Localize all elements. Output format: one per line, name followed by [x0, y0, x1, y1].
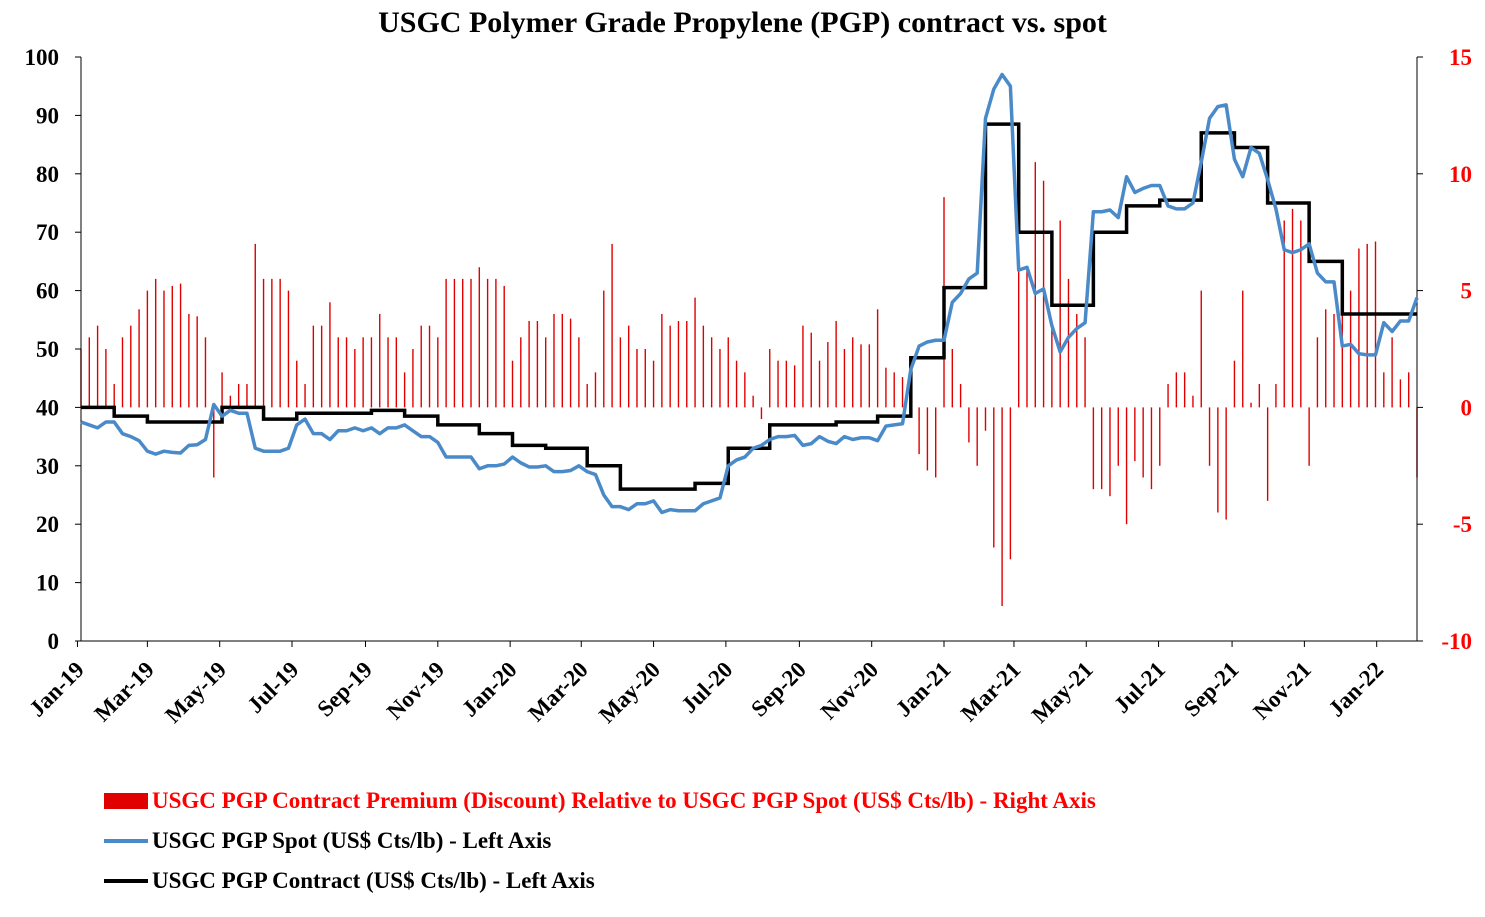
legend-label-premium: USGC PGP Contract Premium (Discount) Rel…	[152, 788, 1096, 813]
left-axis-tick-label: 100	[25, 45, 60, 70]
x-axis-tick-label: Nov-21	[1249, 657, 1316, 724]
legend-swatch-contract	[104, 879, 148, 883]
right-axis-tick-label: -10	[1441, 629, 1472, 654]
x-axis-tick-label: Jan-20	[457, 657, 522, 722]
left-axis-tick-label: 50	[36, 337, 59, 362]
left-axis-tick-label: 40	[36, 395, 59, 420]
legend-item-premium: USGC PGP Contract Premium (Discount) Rel…	[104, 784, 1096, 818]
legend-label-spot: USGC PGP Spot (US$ Cts/lb) - Left Axis	[152, 828, 552, 853]
legend-item-spot: USGC PGP Spot (US$ Cts/lb) - Left Axis	[104, 824, 551, 858]
right-axis-tick-label: 10	[1449, 162, 1472, 187]
x-axis-tick-label: Mar-20	[523, 657, 592, 726]
contract-series	[81, 122, 1417, 491]
x-axis-tick-label: Mar-19	[89, 657, 158, 726]
x-axis-tick-label: Sep-19	[312, 657, 377, 722]
left-axis-tick-label: 80	[36, 162, 59, 187]
x-axis-tick-label: Sep-20	[746, 657, 811, 722]
x-axis-tick-label: Jan-19	[24, 657, 89, 722]
contract-line	[81, 122, 1417, 491]
x-axis-tick-label: Jul-19	[242, 657, 303, 718]
right-axis-tick-label: 0	[1461, 395, 1473, 420]
x-axis-tick-label: Nov-20	[816, 657, 883, 724]
left-axis-tick-label: 0	[48, 629, 60, 654]
spot-line	[80, 72, 1419, 515]
left-axis-tick-label: 10	[36, 571, 59, 596]
legend-swatch-spot	[104, 839, 148, 843]
x-axis-tick-label: Jul-21	[1109, 657, 1170, 718]
chart-title: USGC Polymer Grade Propylene (PGP) contr…	[378, 6, 1107, 39]
x-axis-tick-label: Jan-21	[891, 657, 956, 722]
premium-bars	[80, 162, 1418, 606]
x-axis-tick-label: Jan-22	[1324, 657, 1389, 722]
left-axis-tick-label: 20	[36, 512, 59, 537]
spot-series	[80, 72, 1419, 515]
x-axis-tick-label: Mar-21	[956, 657, 1025, 726]
right-axis-tick-label: -5	[1453, 512, 1472, 537]
legend-label-contract: USGC PGP Contract (US$ Cts/lb) - Left Ax…	[152, 868, 595, 893]
legend-item-contract: USGC PGP Contract (US$ Cts/lb) - Left Ax…	[104, 864, 595, 898]
right-axis-tick-label: 5	[1461, 279, 1473, 304]
legend-swatch-premium	[104, 793, 148, 809]
axes	[75, 56, 1423, 647]
right-axis-tick-label: 15	[1449, 45, 1472, 70]
left-axis-tick-label: 70	[36, 220, 59, 245]
x-axis-tick-label: May-21	[1027, 657, 1098, 728]
x-axis-tick-label: Nov-19	[382, 657, 449, 724]
x-axis-tick-label: May-20	[594, 657, 665, 728]
left-axis-tick-label: 30	[36, 454, 59, 479]
x-axis-tick-label: May-19	[160, 657, 231, 728]
x-axis-tick-label: Jul-20	[676, 657, 737, 718]
left-axis-tick-label: 90	[36, 103, 59, 128]
x-axis-tick-label: Sep-21	[1179, 657, 1244, 722]
left-axis-tick-label: 60	[36, 279, 59, 304]
